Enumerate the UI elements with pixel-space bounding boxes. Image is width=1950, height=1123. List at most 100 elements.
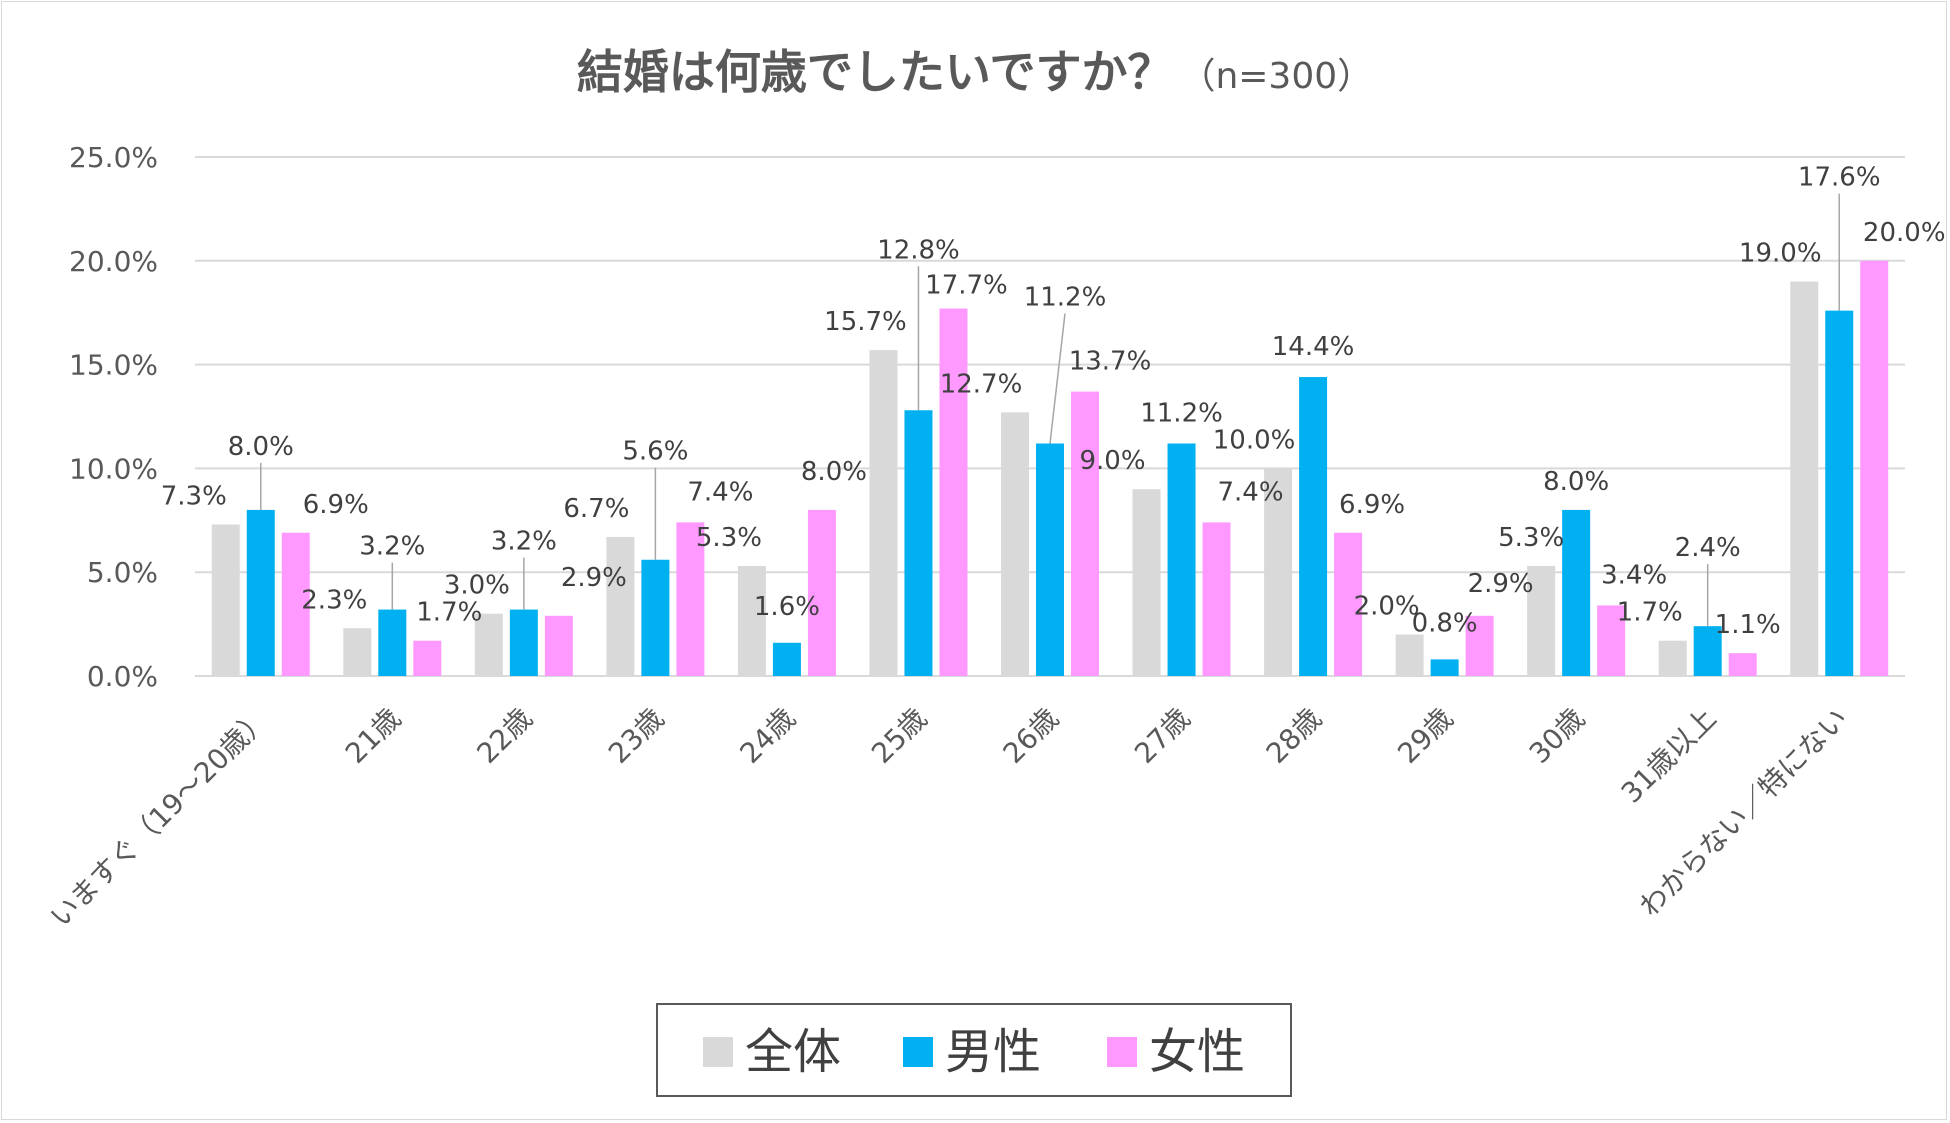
x-tick-label: 29歳 [1391,702,1459,770]
legend-label: 男性 [945,1024,1041,1080]
data-label: 5.6% [622,437,688,467]
data-label: 6.9% [1339,490,1405,520]
data-label: 2.9% [1468,569,1534,599]
data-label: 7.4% [687,477,753,507]
bar [1658,640,1687,676]
leader-lines [260,193,1840,627]
y-tick-label: 10.0% [69,452,158,485]
data-label: 1.6% [754,592,820,622]
bar [737,565,766,676]
legend-swatch [903,1037,933,1067]
y-tick-label: 25.0% [69,141,158,174]
bar [606,536,635,676]
bar [1334,532,1363,676]
data-label: 14.4% [1272,332,1355,362]
data-label: 2.3% [301,585,367,615]
bar [772,642,801,676]
bars [211,260,1889,676]
bar [1693,626,1722,676]
x-tick-label: 26歳 [997,702,1065,770]
bar [1264,468,1293,676]
bar [343,628,372,676]
bar [1825,310,1854,676]
legend-swatch [1107,1037,1137,1067]
y-tick-label: 0.0% [87,660,158,693]
bar [281,532,310,676]
bar [1036,443,1064,676]
legend-label: 全体 [745,1024,841,1080]
bar [641,559,670,676]
data-label: 17.6% [1798,163,1881,193]
x-tick-label: 22歳 [470,702,538,770]
data-label: 8.0% [228,432,294,462]
y-tick-label: 5.0% [87,556,158,589]
bar [1132,489,1161,676]
bar [904,410,933,676]
x-tick-label: 28歳 [1260,702,1328,770]
leader-line [1049,313,1066,444]
data-label: 11.2% [1024,282,1107,312]
y-tick-label: 20.0% [69,245,158,278]
data-label: 2.9% [561,563,627,593]
data-label: 8.0% [801,457,867,487]
data-label: 7.4% [1218,477,1284,507]
data-label: 12.8% [877,235,960,265]
data-label: 19.0% [1739,239,1822,269]
y-axis-ticks: 0.0% 5.0% 10.0% 15.0% 20.0% 25.0% [69,141,158,693]
chart-title: 結婚は何歳でしたいですか？ （n=300） [577,45,1373,99]
bar [509,609,538,676]
chart-title-sample-size: （n=300） [1179,56,1373,97]
data-label: 3.2% [359,532,425,562]
x-tick-label: 30歳 [1523,702,1591,770]
bar [211,524,240,676]
bar [1562,509,1591,676]
bar [378,609,407,676]
bar [246,509,275,676]
x-tick-label: 25歳 [865,702,933,770]
bar [807,509,836,676]
x-axis-ticks: いますぐ（19～20歳） 21歳 22歳 23歳 24歳 25歳 26歳 27歳 28歳 29歳 3… [44,702,1855,934]
x-tick-label: 27歳 [1128,702,1196,770]
bar [939,308,968,676]
bar [474,613,503,676]
data-labels: 7.3%8.0%6.9%2.3%3.2%1.7%3.0%3.2%2.9%6.7%… [161,163,1946,641]
data-label: 1.7% [416,598,482,628]
x-tick-label: 21歳 [339,702,407,770]
bar [1430,659,1459,676]
legend-swatch [703,1037,733,1067]
bar [1299,377,1328,676]
legend: 全体 男性 女性 [656,1003,1292,1097]
data-label: 9.0% [1080,446,1146,476]
bar [676,522,705,676]
bar [413,640,442,676]
bar [1597,605,1626,676]
data-label: 15.7% [824,307,907,337]
bar [1790,281,1819,676]
bar [1167,443,1196,676]
bar [1527,565,1556,676]
bar [544,615,573,676]
data-label: 10.0% [1213,425,1296,455]
data-label: 1.1% [1715,610,1781,640]
data-label: 6.7% [563,494,629,524]
data-label: 1.7% [1617,598,1683,628]
x-tick-label: 24歳 [734,702,802,770]
data-label: 17.7% [925,271,1008,301]
data-label: 13.7% [1069,347,1152,377]
legend-label: 女性 [1149,1024,1245,1080]
legend-box [656,1003,1292,1097]
data-label: 2.4% [1675,533,1741,563]
bar [1465,615,1494,676]
data-label: 11.2% [1140,398,1223,428]
x-tick-label: 23歳 [602,702,670,770]
bar [1202,522,1231,676]
data-label: 8.0% [1543,467,1609,497]
y-tick-label: 15.0% [69,349,158,382]
bar [1071,391,1099,676]
bar [1728,653,1757,676]
data-label: 5.3% [696,523,762,553]
data-label: 3.4% [1601,560,1667,590]
x-tick-label: いますぐ（19～20歳） [44,702,276,934]
